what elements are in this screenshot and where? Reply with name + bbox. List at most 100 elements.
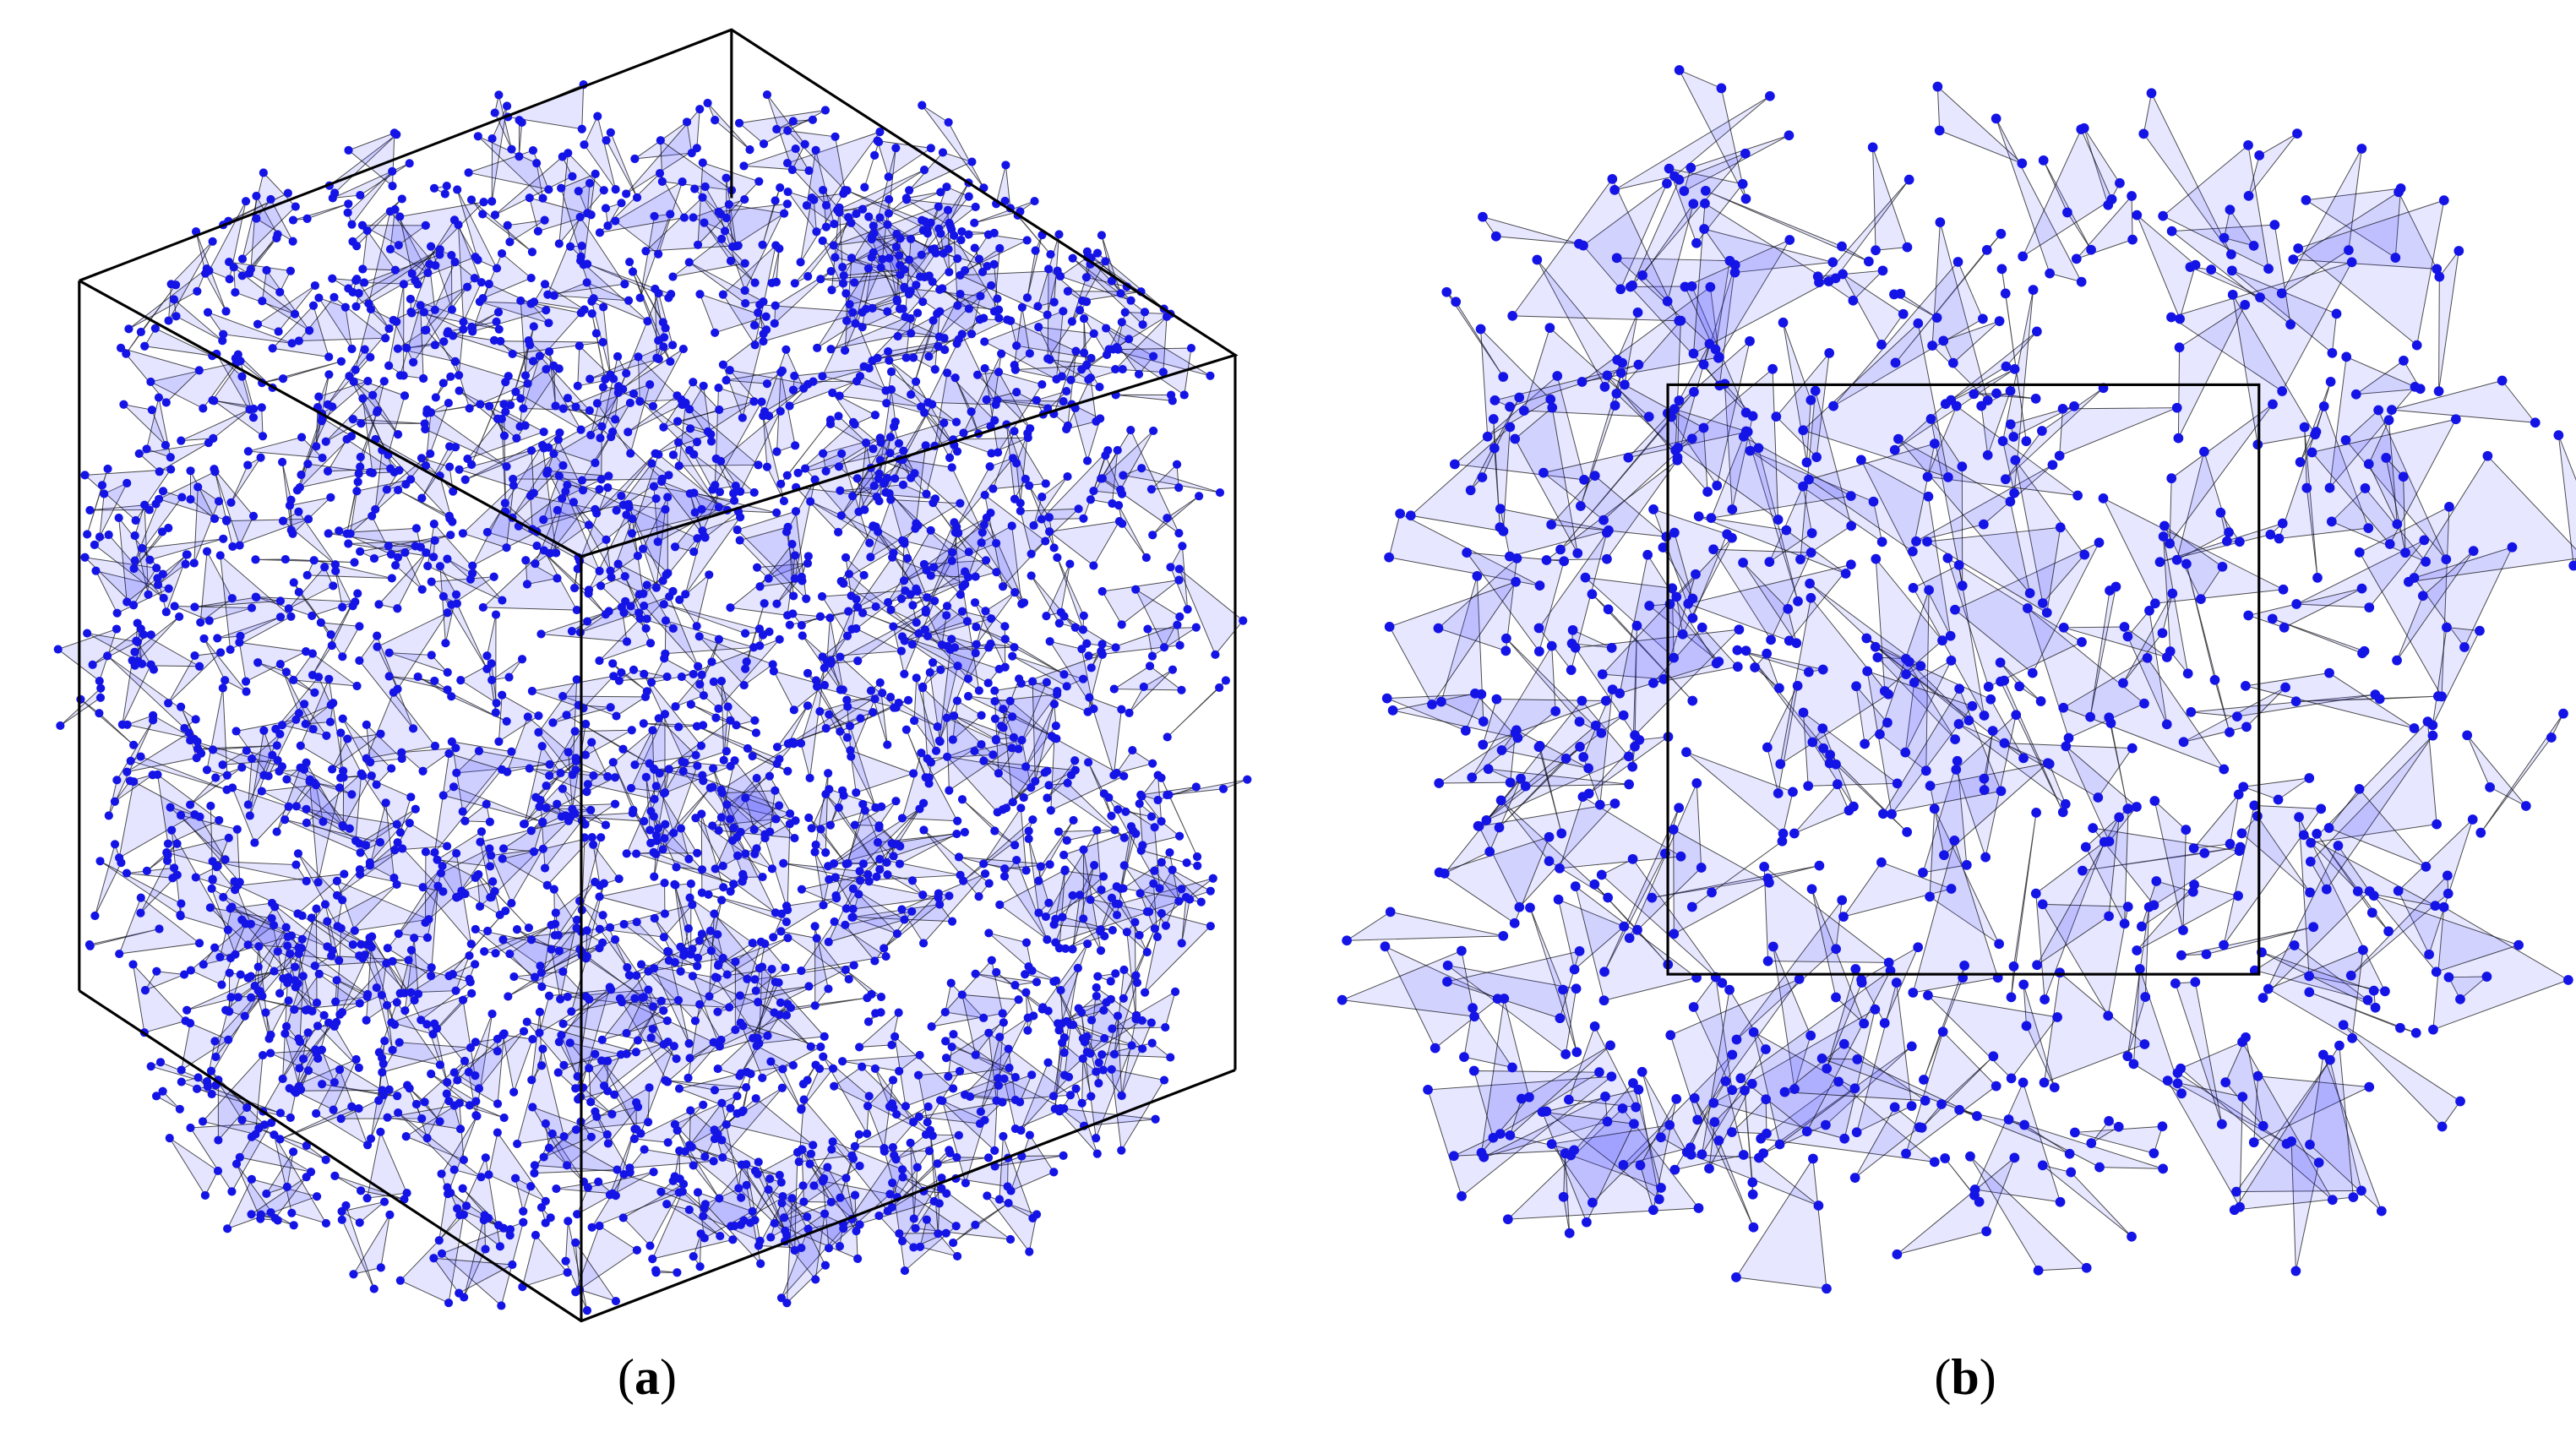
vertex bbox=[801, 464, 810, 473]
vertex bbox=[765, 827, 775, 836]
vertex bbox=[889, 548, 898, 558]
vertex bbox=[711, 713, 721, 722]
triangle bbox=[424, 409, 507, 467]
vertex bbox=[483, 926, 493, 936]
vertex bbox=[1138, 1044, 1147, 1054]
vertex bbox=[971, 1050, 980, 1059]
vertex bbox=[945, 1146, 954, 1155]
vertex bbox=[676, 966, 685, 976]
vertex bbox=[611, 415, 620, 424]
vertex bbox=[528, 145, 538, 155]
vertex bbox=[200, 1190, 210, 1200]
vertex bbox=[783, 187, 792, 197]
triangle bbox=[896, 285, 992, 338]
vertex bbox=[783, 934, 792, 943]
vertex bbox=[841, 965, 850, 975]
vertex bbox=[845, 721, 855, 731]
vertex bbox=[499, 1029, 509, 1038]
vertex bbox=[990, 686, 999, 695]
vertex bbox=[2485, 782, 2495, 792]
vertex bbox=[1552, 371, 1563, 381]
vertex bbox=[1060, 865, 1070, 874]
vertex bbox=[872, 872, 881, 881]
vertex bbox=[1157, 817, 1166, 826]
triangle bbox=[352, 418, 425, 424]
vertex bbox=[1686, 901, 1697, 912]
vertex bbox=[974, 686, 983, 695]
vertex bbox=[95, 532, 105, 542]
vertex bbox=[2399, 355, 2409, 366]
vertex bbox=[1092, 983, 1101, 993]
vertex bbox=[848, 417, 858, 427]
vertex bbox=[556, 994, 565, 1004]
triangle bbox=[808, 817, 847, 865]
vertex bbox=[1042, 678, 1051, 687]
triangle bbox=[599, 882, 666, 915]
vertex bbox=[666, 210, 675, 219]
vertex bbox=[278, 516, 288, 525]
vertex bbox=[643, 317, 652, 326]
vertex bbox=[673, 391, 682, 400]
vertex bbox=[964, 547, 973, 557]
vertex bbox=[900, 1266, 910, 1276]
vertex bbox=[570, 727, 580, 736]
vertex bbox=[824, 1244, 834, 1253]
vertex bbox=[1574, 238, 1584, 249]
vertex bbox=[2159, 520, 2170, 531]
vertex bbox=[288, 237, 297, 246]
vertex bbox=[826, 345, 836, 354]
vertex bbox=[631, 1048, 640, 1057]
triangle bbox=[1123, 864, 1183, 927]
vertex bbox=[1012, 341, 1021, 351]
vertex bbox=[393, 553, 403, 562]
vertex bbox=[786, 1003, 796, 1012]
vertex bbox=[803, 558, 813, 568]
vertex bbox=[553, 574, 562, 583]
vertex bbox=[176, 810, 186, 820]
vertex bbox=[397, 194, 406, 204]
vertex bbox=[987, 449, 996, 458]
vertex bbox=[591, 1049, 600, 1059]
vertex bbox=[447, 600, 456, 609]
vertex bbox=[2140, 992, 2151, 1002]
vertex bbox=[1079, 314, 1089, 324]
vertex bbox=[2273, 794, 2284, 805]
vertex bbox=[354, 1063, 363, 1072]
vertex bbox=[876, 992, 886, 1002]
vertex bbox=[1167, 390, 1176, 400]
vertex bbox=[478, 293, 487, 303]
vertex bbox=[664, 956, 673, 966]
vertex bbox=[544, 185, 553, 194]
vertex bbox=[587, 738, 596, 747]
vertex bbox=[811, 1275, 820, 1284]
vertex bbox=[538, 817, 547, 826]
vertex bbox=[1109, 1049, 1119, 1059]
vertex bbox=[293, 909, 302, 918]
vertex bbox=[1010, 981, 1020, 990]
vertex bbox=[491, 949, 500, 958]
vertex bbox=[855, 1220, 864, 1229]
vertex bbox=[509, 972, 519, 982]
vertex bbox=[662, 672, 672, 682]
vertex bbox=[2148, 900, 2159, 911]
vertex bbox=[618, 1213, 628, 1222]
vertex bbox=[337, 1215, 346, 1224]
vertex bbox=[915, 1050, 924, 1060]
vertex bbox=[190, 651, 199, 661]
vertex bbox=[153, 770, 162, 779]
vertex bbox=[2232, 711, 2242, 721]
vertex bbox=[1598, 515, 1609, 525]
vertex bbox=[1130, 917, 1140, 927]
vertex bbox=[347, 220, 357, 229]
vertex bbox=[741, 298, 750, 308]
triangle bbox=[179, 814, 241, 884]
vertex bbox=[129, 740, 139, 749]
vertex bbox=[834, 527, 843, 536]
vertex bbox=[527, 1075, 536, 1085]
vertex bbox=[1059, 1070, 1070, 1080]
vertex bbox=[537, 1061, 547, 1070]
vertex bbox=[1107, 893, 1117, 902]
vertex bbox=[874, 823, 884, 832]
vertex bbox=[639, 589, 648, 598]
vertex bbox=[734, 1184, 743, 1193]
